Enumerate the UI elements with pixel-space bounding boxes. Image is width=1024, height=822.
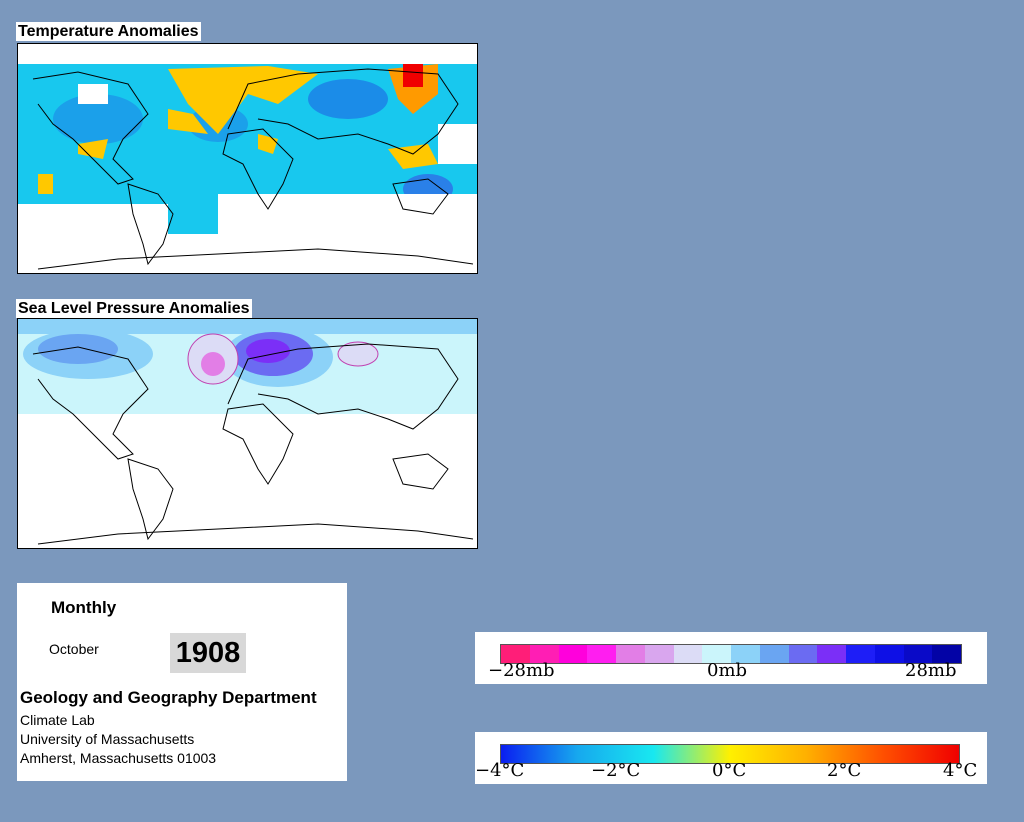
- coastline-africa: [222, 128, 294, 210]
- frequency-label: Monthly: [51, 598, 117, 617]
- temperature-tick: 0°C: [712, 760, 747, 781]
- pressure-map-canvas: [18, 319, 477, 548]
- pressure-legend-swatch: [558, 645, 588, 663]
- pressure-legend-swatch: [501, 645, 530, 663]
- pressure-legend-swatch: [903, 645, 933, 663]
- coastline-australia: [392, 178, 449, 215]
- pressure-legend-swatch: [846, 645, 875, 663]
- temperature-color-bar: [500, 744, 960, 764]
- temp-warm-zone: [388, 144, 438, 169]
- temp-no-data: [218, 194, 477, 239]
- pressure-tick-zero: 0mb: [707, 660, 748, 681]
- pressure-legend-swatch: [673, 645, 703, 663]
- department-label: Geology and Geography Department: [20, 688, 317, 707]
- temp-warm-zone: [38, 174, 53, 194]
- pressure-anomaly-map: [17, 318, 478, 549]
- pressure-legend-swatch: [932, 645, 961, 663]
- pressure-legend-swatch: [788, 645, 818, 663]
- pressure-map-title: Sea Level Pressure Anomalies: [16, 299, 252, 318]
- pressure-legend-swatch: [616, 645, 645, 663]
- temperature-map-canvas: [18, 44, 477, 273]
- temperature-tick: −4°C: [475, 760, 525, 781]
- temp-no-data: [438, 124, 477, 164]
- coastline-antarctica: [37, 523, 474, 545]
- info-panel: Monthly October 1908 Geology and Geograp…: [17, 583, 347, 781]
- pressure-color-bar: [500, 644, 962, 664]
- temp-no-data: [18, 44, 477, 64]
- pressure-high: [337, 341, 379, 367]
- pressure-tick-max: 28mb: [905, 660, 957, 681]
- pressure-no-data: [18, 414, 477, 548]
- pressure-legend: −28mb 0mb 28mb: [475, 632, 987, 684]
- temp-no-data: [78, 84, 108, 104]
- temperature-tick: 2°C: [827, 760, 862, 781]
- pressure-legend-swatch: [731, 645, 760, 663]
- coastline-eurasia: [227, 68, 459, 155]
- pressure-legend-swatch: [759, 645, 789, 663]
- lab-label: Climate Lab: [20, 712, 95, 728]
- coastline-africa: [222, 403, 294, 485]
- temperature-legend: −4°C −2°C 0°C 2°C 4°C: [475, 732, 987, 784]
- temperature-map-title: Temperature Anomalies: [16, 22, 201, 41]
- temp-cold-zone: [53, 94, 143, 144]
- address-label: Amherst, Massachusetts 01003: [20, 750, 217, 766]
- temperature-anomaly-map: [17, 43, 478, 274]
- pressure-low: [38, 334, 118, 364]
- coastline-australia: [392, 453, 449, 490]
- pressure-legend-swatch: [817, 645, 846, 663]
- pressure-legend-swatch: [587, 645, 616, 663]
- temp-cold-zone: [308, 79, 388, 119]
- year-display: 1908: [170, 633, 246, 673]
- coastline-north-america: [32, 346, 149, 460]
- coastline-north-america: [32, 71, 149, 185]
- pressure-low: [246, 339, 290, 363]
- temperature-tick: 4°C: [943, 760, 978, 781]
- pressure-field-band: [18, 319, 477, 334]
- pressure-legend-swatch: [529, 645, 559, 663]
- pressure-legend-swatch: [644, 645, 674, 663]
- temperature-tick: −2°C: [591, 760, 641, 781]
- coastline-south-america: [127, 183, 174, 266]
- pressure-high: [201, 352, 225, 376]
- temp-no-data: [18, 234, 477, 273]
- month-label: October: [49, 641, 99, 657]
- pressure-legend-swatch: [702, 645, 731, 663]
- pressure-tick-min: −28mb: [488, 660, 555, 681]
- temp-hot-spot: [403, 62, 423, 87]
- temp-warm-zone: [168, 66, 318, 134]
- university-label: University of Massachusetts: [20, 731, 195, 747]
- coastline-eurasia: [227, 343, 459, 430]
- temp-warm-zone: [168, 109, 208, 134]
- temp-warm-zone: [388, 64, 438, 114]
- temp-warm-zone: [78, 139, 108, 159]
- temp-no-data: [18, 204, 168, 234]
- coastline-south-america: [127, 458, 174, 541]
- coastline-antarctica: [37, 248, 474, 270]
- pressure-legend-swatch: [874, 645, 904, 663]
